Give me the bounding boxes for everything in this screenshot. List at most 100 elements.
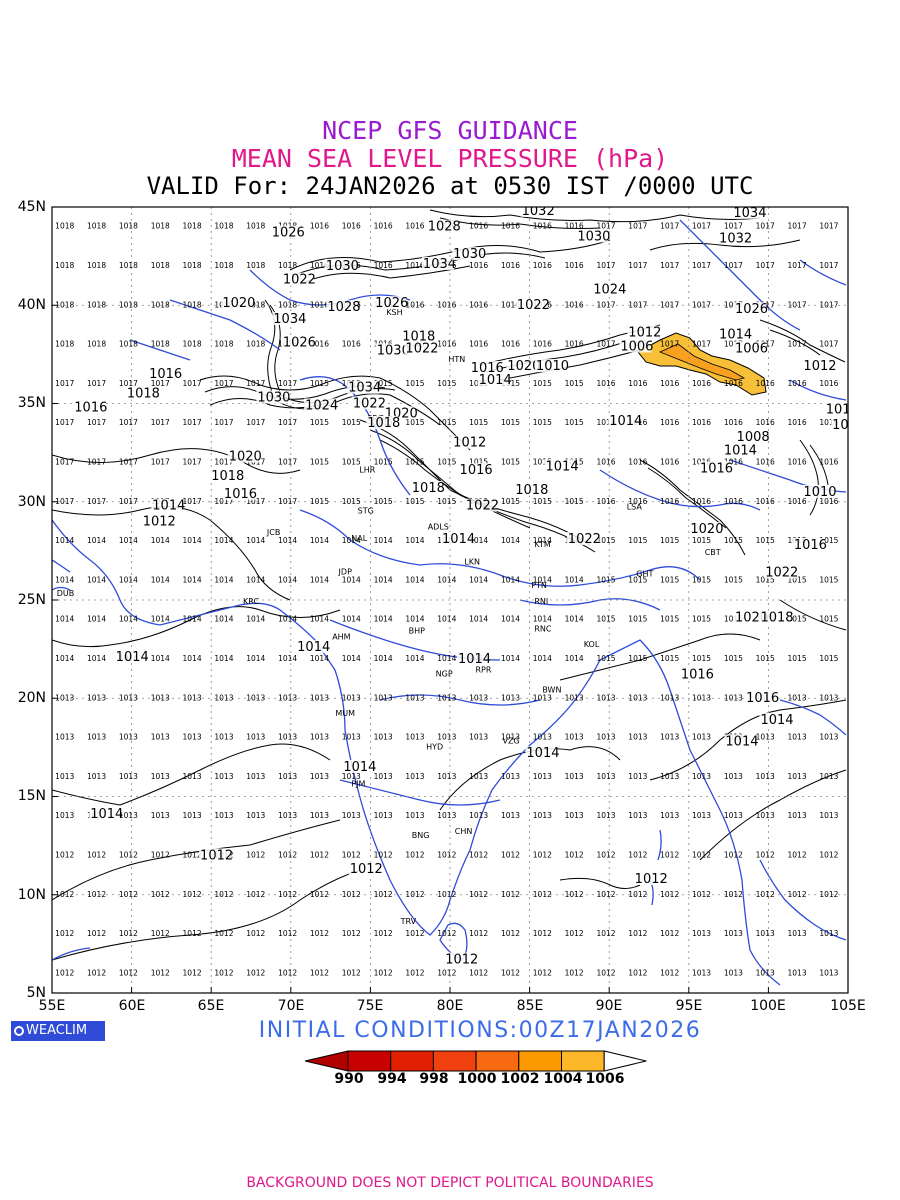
grid-value: 1014 xyxy=(119,536,138,545)
grid-value: 1015 xyxy=(628,654,647,663)
grid-value: 1016 xyxy=(405,261,424,270)
grid-value: 1012 xyxy=(55,929,74,938)
isobar-label: 1008 xyxy=(832,418,865,433)
isobar-label-bg xyxy=(421,256,454,270)
grid-value: 1017 xyxy=(596,340,615,349)
lat-label-5n: 5N xyxy=(26,985,46,1001)
grid-value: 1018 xyxy=(151,340,170,349)
grid-value: 1013 xyxy=(246,733,265,742)
grid-value: 1015 xyxy=(469,457,488,466)
grid-value: 1013 xyxy=(374,772,393,781)
grid-value: 1018 xyxy=(183,300,202,309)
isobar-label: 1014 xyxy=(719,328,752,343)
grid-value: 1013 xyxy=(310,733,329,742)
city-label-stg: STG xyxy=(358,507,374,516)
grid-value: 1017 xyxy=(596,222,615,231)
grid-value: 1012 xyxy=(119,929,138,938)
grid-value: 1017 xyxy=(788,222,807,231)
isobar-label-bg xyxy=(534,359,567,373)
grid-value: 1016 xyxy=(342,222,361,231)
grid-value: 1016 xyxy=(533,261,552,270)
grid-value: 1012 xyxy=(310,850,329,859)
grid-value: 1015 xyxy=(310,457,329,466)
isobar-label: 1014 xyxy=(526,746,559,761)
grid-value: 1013 xyxy=(469,811,488,820)
isobar-label: 1012 xyxy=(628,326,661,341)
logo-ring-icon xyxy=(14,1026,24,1036)
colorbar-box xyxy=(347,1050,392,1072)
lon-label-105e: 105E xyxy=(830,998,866,1014)
grid-value: 1017 xyxy=(119,418,138,427)
isobar-label-bg xyxy=(566,532,599,546)
grid-value: 1012 xyxy=(756,890,775,899)
isobar-label: 1014 xyxy=(90,807,123,822)
isobar-label-bg xyxy=(114,649,147,663)
isobar-label: 1022 xyxy=(283,273,316,288)
grid-value: 1017 xyxy=(692,261,711,270)
grid-value: 1013 xyxy=(55,693,74,702)
isobar-label-bg xyxy=(698,461,731,475)
grid-value: 1012 xyxy=(628,890,647,899)
grid-value: 1012 xyxy=(342,850,361,859)
grid-value: 1016 xyxy=(819,379,838,388)
grid-value: 1015 xyxy=(692,536,711,545)
grid-value: 1012 xyxy=(437,850,456,859)
isobar-label-bg xyxy=(410,480,443,494)
grid-value: 1012 xyxy=(565,968,584,977)
grid-value: 1014 xyxy=(469,575,488,584)
grid-value: 1012 xyxy=(405,890,424,899)
colorbar-box xyxy=(432,1050,477,1072)
grid-value: 1016 xyxy=(756,457,775,466)
grid-value: 1012 xyxy=(788,890,807,899)
grid-value: 1015 xyxy=(533,418,552,427)
isobar-label: 1014 xyxy=(609,414,642,429)
grid-value: 1018 xyxy=(183,340,202,349)
grid-value: 1013 xyxy=(214,811,233,820)
city-label-trv: TRV xyxy=(400,917,417,926)
grid-value: 1014 xyxy=(278,536,297,545)
station-grid-values: 1018 1018 1018 1018 1018 1018 1018 1018 1016 1016… xyxy=(55,222,838,978)
grid-value: 1017 xyxy=(692,300,711,309)
isobar-label: 1026 xyxy=(735,302,768,317)
grid-value: 1016 xyxy=(310,261,329,270)
grid-value: 1017 xyxy=(214,418,233,427)
grid-value: 1018 xyxy=(214,261,233,270)
grid-value: 1014 xyxy=(87,654,106,663)
grid-value: 1013 xyxy=(628,811,647,820)
grid-value: 1017 xyxy=(660,261,679,270)
isobar-label: 1020 xyxy=(507,359,540,374)
grid-value: 1013 xyxy=(819,693,838,702)
isobar-label: 1016 xyxy=(826,402,859,417)
city-label-cbt: CBT xyxy=(705,548,721,557)
grid-value: 1012 xyxy=(501,929,520,938)
grid-value: 1016 xyxy=(310,340,329,349)
city-label-bng: BNG xyxy=(412,831,430,840)
weaclim-logo[interactable]: WEACLIM xyxy=(11,1021,105,1041)
grid-value: 1012 xyxy=(119,850,138,859)
grid-value: 1015 xyxy=(724,536,743,545)
grid-value: 1016 xyxy=(596,418,615,427)
grid-value: 1012 xyxy=(342,929,361,938)
isobar-label-bg xyxy=(633,871,666,885)
grid-value: 1014 xyxy=(437,575,456,584)
isobar-label: 1018 xyxy=(367,416,400,431)
grid-value: 1013 xyxy=(692,811,711,820)
isobar-label: 1014 xyxy=(724,444,757,459)
grid-value: 1018 xyxy=(55,300,74,309)
isobar-label-bg xyxy=(270,225,303,239)
isobar-label: 1030 xyxy=(257,391,290,406)
isobar-label: 1014 xyxy=(152,499,185,514)
isobar-label: 1012 xyxy=(803,359,836,374)
grid-value: 1014 xyxy=(501,575,520,584)
grid-value: 1014 xyxy=(87,575,106,584)
grid-value: 1015 xyxy=(756,536,775,545)
grid-value: 1013 xyxy=(756,929,775,938)
isobar-label: 1014 xyxy=(546,459,579,474)
city-label-lsa: LSA xyxy=(627,503,643,512)
grid-value: 1013 xyxy=(437,693,456,702)
grid-value: 1016 xyxy=(565,340,584,349)
isobar-label-bg xyxy=(404,341,437,355)
grid-value: 1018 xyxy=(119,261,138,270)
isobar-label: 1018 xyxy=(412,481,445,496)
